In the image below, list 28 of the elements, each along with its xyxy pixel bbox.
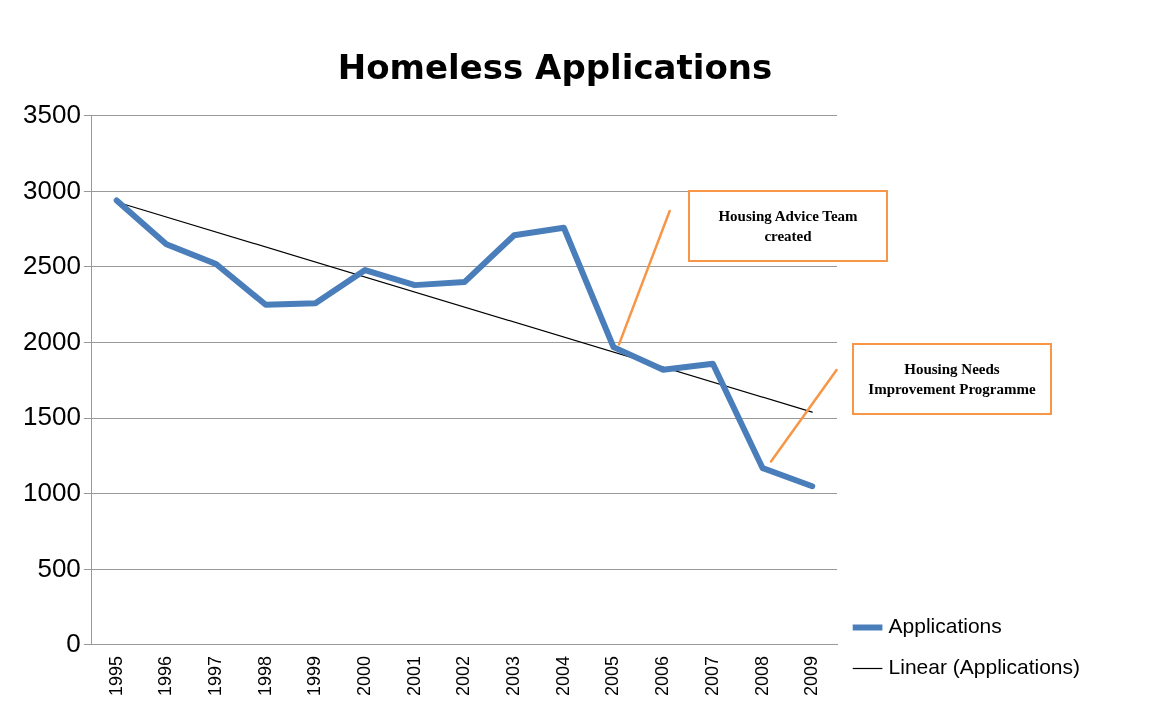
y-tick-label: 2000 (23, 325, 81, 356)
x-tick-label: 2003 (503, 655, 524, 696)
text: Housing Needs Improvement Programme (851, 343, 1052, 416)
y-tick-label: 2500 (23, 250, 81, 281)
legend-label: Linear (Applications) (888, 655, 1081, 679)
y-tick-label: 1000 (23, 476, 81, 507)
x-tick-label: 2001 (403, 655, 424, 696)
y-tick-label: 3000 (23, 174, 81, 205)
x-tick-label: 2002 (453, 655, 474, 696)
y-tick-label: 1500 (23, 401, 81, 432)
x-tick-label: 2009 (801, 655, 822, 696)
x-tick-label: 2000 (354, 655, 375, 696)
annotation: Housing Advice Team created (688, 189, 889, 262)
y-tick-label: 0 (66, 628, 81, 659)
y-tick-label: 500 (37, 552, 81, 583)
x-tick-label: 2007 (701, 655, 722, 696)
x-tick-label: 1999 (304, 655, 325, 696)
x-tick-label: 2008 (751, 655, 772, 696)
x-tick-label: 1995 (105, 655, 126, 696)
x-tick-label: 2004 (552, 655, 573, 696)
y-tick-label: 3500 (23, 98, 81, 129)
x-tick-label: 2005 (602, 655, 623, 696)
chart-title: Homeless Applications (337, 47, 773, 88)
x-tick-label: 2006 (652, 655, 673, 696)
x-tick-label: 1996 (155, 655, 176, 696)
legend-label: Applications (888, 614, 1002, 638)
x-tick-label: 1998 (254, 655, 275, 696)
x-tick-label: 1997 (205, 655, 226, 696)
